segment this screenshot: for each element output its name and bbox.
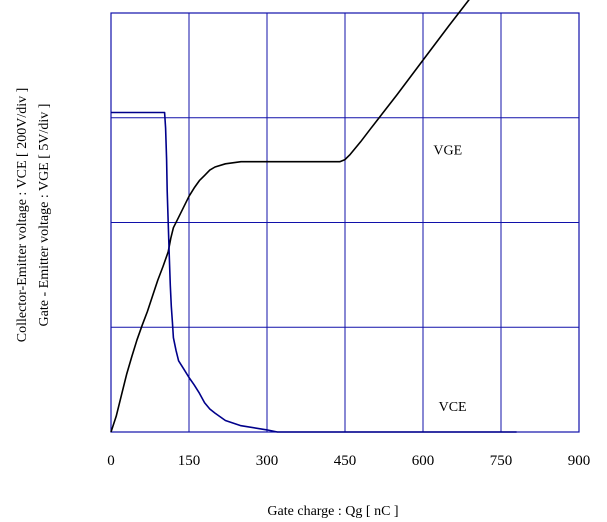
grid [111,13,579,432]
x-tick-label: 750 [490,453,513,469]
y-axis-label-vge: Gate - Emitter voltage : VGE [ 5V/div ] [37,104,52,327]
x-tick-label: 600 [412,453,435,469]
series-group [110,0,517,433]
annotation-vge: VGE [433,143,462,158]
x-tick-label: 450 [334,453,357,469]
series-line-vce [111,111,517,433]
series-line-vge [110,0,470,433]
x-axis-label: Gate charge : Qg [ nC ] [267,504,398,519]
y-axis-label-vce: Collector-Emitter voltage : VCE [ 200V/d… [15,88,30,343]
annotation-vce: VCE [439,400,467,415]
x-tick-label: 0 [107,453,115,469]
x-tick-label: 150 [178,453,201,469]
x-tick-label: 900 [568,453,591,469]
x-tick-label: 300 [256,453,279,469]
x-tick-labels: 0 150 300 450 600 750 900 [107,453,590,469]
annotations: VGE VCE [433,143,466,415]
